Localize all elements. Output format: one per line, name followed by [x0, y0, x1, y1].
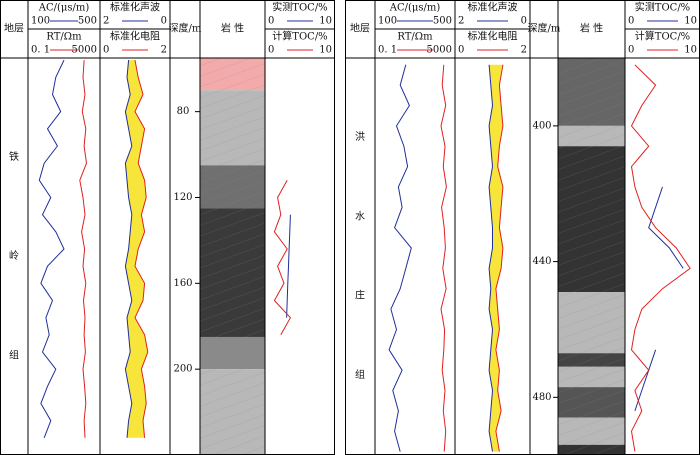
log-curve — [134, 60, 149, 438]
lithology-hatch — [200, 336, 265, 370]
scale-label: 100 — [378, 16, 397, 27]
curve-name: AC/(μs/m) — [38, 3, 90, 14]
curve-name: 标准化电阻 — [468, 30, 518, 43]
lithology-hatch — [558, 417, 625, 445]
scale-label: 0 — [628, 45, 634, 56]
depth-tick-label: 400 — [532, 120, 551, 131]
scale-label: 0 — [268, 45, 274, 56]
curve-name: RT/Ωm — [46, 32, 82, 43]
curve-name: 实测TOC/% — [272, 1, 327, 14]
curve-name: 标准化声波 — [110, 1, 160, 14]
lithology-hatch — [558, 353, 625, 367]
log-curve — [79, 60, 88, 438]
scale-label: 10 — [684, 45, 697, 56]
log-curve — [286, 214, 291, 318]
log-curve — [630, 64, 691, 452]
log-curve — [440, 64, 447, 452]
scale-label: 0 — [458, 45, 464, 56]
curve-name: AC/(μs/m) — [389, 3, 441, 14]
lithology-label: 岩 性 — [221, 22, 244, 35]
log-curve — [38, 59, 65, 438]
scale-label: 0 — [521, 16, 527, 27]
depth-tick-label: 200 — [173, 364, 192, 375]
depth-tick-label: 440 — [532, 256, 551, 267]
curve-name: 标准化声波 — [468, 1, 518, 14]
lithology-hatch — [558, 125, 625, 147]
lithology-hatch — [558, 292, 625, 354]
scale-label: 0 — [628, 16, 634, 27]
curve-name: 计算TOC/% — [635, 30, 690, 43]
formation-char: 岭 — [9, 249, 19, 262]
scale-label: 0 — [268, 16, 274, 27]
scale-label: 10 — [684, 16, 697, 27]
depth-label: 深度/m — [169, 22, 202, 35]
log-curve — [488, 64, 494, 452]
scale-label: 2 — [458, 16, 464, 27]
scale-label: 0. 1 — [31, 45, 50, 56]
log-curve — [634, 186, 684, 412]
lithology-hatch — [558, 387, 625, 418]
depth-tick-label: 160 — [173, 278, 192, 289]
scale-label: 10 — [319, 16, 332, 27]
formation-char: 组 — [355, 368, 365, 381]
lithology-hatch — [200, 90, 265, 166]
scale-label: 100 — [31, 16, 50, 27]
scale-label: 5000 — [427, 45, 452, 56]
formation-char: 铁 — [9, 150, 19, 163]
lithology-hatch — [200, 208, 265, 337]
log-curve — [388, 64, 412, 452]
curve-name: RT/Ωm — [397, 32, 433, 43]
scale-label: 0 — [161, 16, 167, 27]
formation-char: 水 — [355, 210, 365, 222]
formation-char: 组 — [9, 348, 19, 361]
log-curve — [124, 60, 133, 438]
lithology-hatch — [200, 369, 265, 455]
scale-label: 0. 1 — [378, 45, 397, 56]
lithology-label: 岩 性 — [580, 22, 603, 35]
depth-tick-label: 120 — [173, 192, 192, 203]
scale-label: 5000 — [72, 45, 97, 56]
scale-label: 500 — [78, 16, 97, 27]
strata-label: 地层 — [350, 22, 370, 35]
scale-label: 2 — [521, 45, 527, 56]
scale-label: 2 — [103, 16, 109, 27]
lithology-hatch — [558, 366, 625, 388]
panel-frame — [345, 0, 700, 455]
lithology-hatch — [558, 58, 625, 126]
depth-tick-label: 480 — [532, 392, 551, 403]
log-curve — [495, 64, 504, 452]
lithology-hatch — [558, 444, 625, 455]
curve-name: 计算TOC/% — [272, 30, 327, 43]
formation-char: 庄 — [355, 289, 365, 302]
scale-label: 10 — [319, 45, 332, 56]
fill-area — [125, 60, 148, 438]
lithology-hatch — [200, 165, 265, 209]
scale-label: 0 — [103, 45, 109, 56]
scale-label: 500 — [433, 16, 452, 27]
depth-tick-label: 80 — [177, 106, 190, 117]
curve-name: 标准化电阻 — [110, 30, 160, 43]
scale-label: 2 — [161, 45, 167, 56]
lithology-hatch — [558, 146, 625, 293]
lithology-hatch — [200, 58, 265, 91]
panel-frame — [0, 0, 335, 455]
strata-label: 地层 — [4, 22, 24, 35]
formation-char: 洪 — [355, 131, 365, 143]
depth-label: 深度/m — [528, 22, 561, 35]
log-curve — [273, 180, 292, 336]
curve-name: 实测TOC/% — [635, 1, 690, 14]
